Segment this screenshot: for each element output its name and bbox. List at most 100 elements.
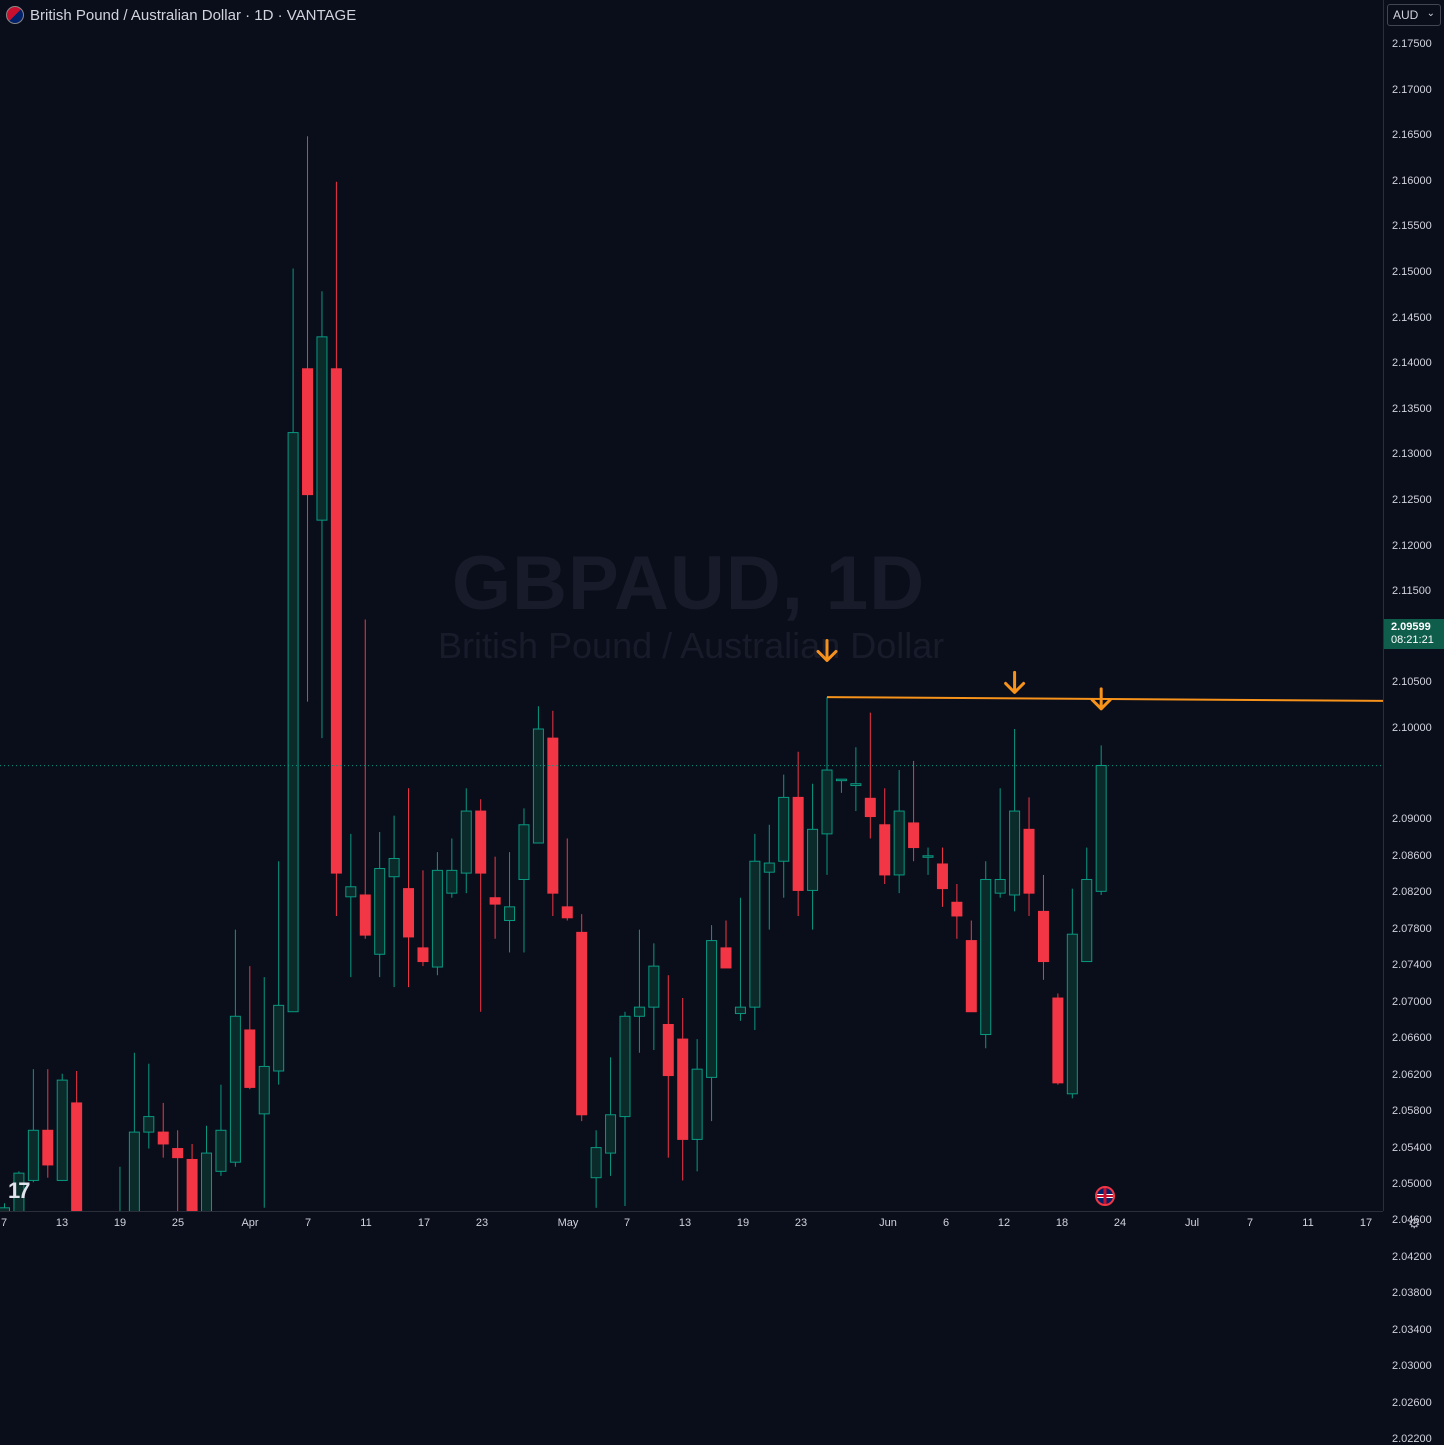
time-tick-label: 7 — [623, 1217, 631, 1229]
candle-body — [1081, 878, 1093, 963]
price-tick-label: 2.16500 — [1392, 129, 1432, 142]
candle-bullish — [27, 1069, 39, 1183]
price-tick-label: 2.12000 — [1392, 539, 1432, 552]
watermark-name: British Pound / Australian Dollar — [438, 625, 945, 666]
chart-plot-area[interactable]: GBPAUD, 1D British Pound / Australian Do… — [0, 0, 1383, 1211]
candle-bullish — [13, 1171, 25, 1211]
time-tick-label: 11 — [1302, 1217, 1314, 1229]
time-tick-label: 25 — [171, 1217, 185, 1229]
candle-bearish — [677, 998, 689, 1181]
candle-body — [879, 824, 891, 876]
candle-bullish — [633, 929, 645, 1053]
candle-bearish — [359, 619, 371, 939]
candle-body — [13, 1172, 25, 1211]
symbol-legend[interactable]: British Pound / Australian Dollar · 1D ·… — [6, 6, 356, 24]
candle-body — [201, 1152, 213, 1211]
candle-bearish — [576, 914, 588, 1122]
candle-bullish — [922, 847, 934, 875]
tradingview-logo-icon[interactable]: 17 — [8, 1178, 31, 1203]
candle-bullish — [273, 861, 285, 1085]
candle-bearish — [547, 710, 559, 916]
candle-bullish — [763, 824, 775, 930]
candle-body — [258, 1065, 270, 1115]
candle-bullish — [460, 788, 472, 894]
candle-bullish — [893, 770, 905, 894]
candle-body — [446, 869, 458, 894]
candle-body — [273, 1004, 285, 1072]
candle-body — [835, 778, 847, 782]
time-axis[interactable]: 7 13 19 25 Apr 7 11 17 23 May 7 13 19 23 Jun 6 12 18 24 Jul… — [0, 1211, 1383, 1234]
candle-bullish — [835, 778, 847, 793]
candle-bullish — [821, 697, 833, 875]
symbol-title[interactable]: British Pound / Australian Dollar · 1D ·… — [30, 6, 357, 24]
candle-body — [330, 368, 342, 874]
candle-body — [215, 1129, 227, 1172]
currency-selector[interactable]: AUD ⌄ — [1387, 4, 1441, 26]
candle-bearish — [792, 751, 804, 916]
time-tick-label: 13 — [55, 1217, 69, 1229]
currency-label: AUD — [1393, 8, 1419, 22]
candle-body — [302, 368, 314, 496]
time-tick-label: 7 — [0, 1217, 8, 1229]
time-tick-label: 17 — [1359, 1217, 1373, 1229]
candle-bearish — [42, 1069, 54, 1178]
time-tick-label: 7 — [304, 1217, 312, 1229]
candle-bearish — [561, 838, 573, 921]
price-tick-label: 2.08200 — [1392, 886, 1432, 899]
candle-bearish — [403, 788, 415, 988]
candle-body — [720, 947, 732, 969]
candle-bearish — [662, 975, 674, 1158]
candle-body — [561, 906, 573, 919]
candle-bullish — [734, 897, 746, 1021]
candle-body — [922, 855, 934, 858]
price-tick-label: 2.14500 — [1392, 311, 1432, 324]
candle-bearish — [489, 856, 501, 939]
price-axis[interactable]: 2.17500 2.17000 2.16500 2.16000 2.15500 2.150… — [1383, 0, 1444, 1445]
price-tick-label: 2.03000 — [1392, 1360, 1432, 1373]
price-tick-label: 2.04600 — [1392, 1214, 1432, 1227]
candle-body — [27, 1129, 39, 1181]
candle-body — [965, 940, 977, 1013]
candle-body — [590, 1147, 602, 1179]
candle-body — [504, 906, 516, 922]
candle-body — [547, 737, 559, 894]
last-price-value: 2.09599 — [1391, 621, 1431, 633]
candles-group — [0, 136, 1107, 1211]
price-tick-label: 2.05800 — [1392, 1105, 1432, 1118]
candle-bullish — [229, 929, 241, 1167]
candle-bullish — [431, 852, 443, 976]
candle-body — [951, 901, 963, 917]
price-tick-label: 2.15500 — [1392, 220, 1432, 233]
time-tick-label: 23 — [794, 1217, 808, 1229]
time-tick-label: Jul — [1184, 1217, 1200, 1229]
candle-bullish — [1095, 745, 1107, 895]
settings-gear-icon[interactable]: ⚙ — [1408, 1215, 1421, 1231]
trendlines-group[interactable] — [0, 696, 1383, 1211]
uk-flag-icon[interactable] — [1095, 1186, 1115, 1206]
arrow-markers-group — [816, 638, 1112, 711]
candlestick-chart[interactable] — [0, 0, 1383, 1211]
candle-body — [417, 947, 429, 963]
candle-body — [677, 1038, 689, 1140]
candle-body — [1095, 764, 1107, 892]
candle-body — [807, 828, 819, 891]
time-tick-label: May — [557, 1217, 579, 1229]
candle-body — [518, 824, 530, 880]
candle-body — [691, 1068, 703, 1140]
arrow-down-icon — [816, 638, 838, 662]
price-tick-label: 2.02200 — [1392, 1433, 1432, 1445]
candle-bullish — [850, 747, 862, 812]
candle-bearish — [172, 1130, 184, 1211]
candle-body — [403, 888, 415, 938]
arrow-down-icon — [1004, 670, 1026, 694]
time-tick-label: 19 — [113, 1217, 127, 1229]
time-tick-label: Jun — [879, 1217, 897, 1229]
candle-bullish — [504, 852, 516, 953]
candle-bullish — [1081, 847, 1093, 963]
candle-body — [706, 940, 718, 1078]
time-tick-label: 7 — [1246, 1217, 1254, 1229]
price-tick-label: 2.11500 — [1392, 585, 1431, 598]
candle-body — [778, 796, 790, 862]
candle-body — [172, 1148, 184, 1159]
candle-body — [605, 1114, 617, 1154]
